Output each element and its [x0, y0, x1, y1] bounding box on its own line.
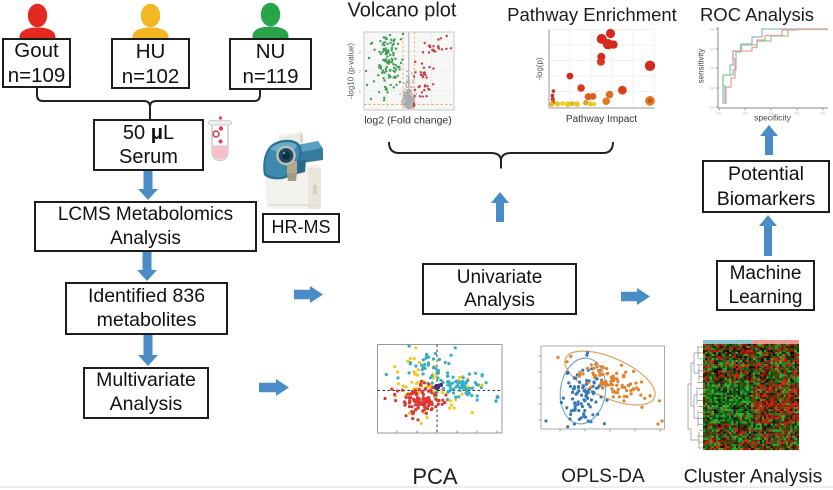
- svg-text:0.0: 0.0: [710, 48, 715, 52]
- svg-text:specificity: specificity: [754, 113, 792, 123]
- svg-text:log2 (Fold change): log2 (Fold change): [364, 115, 452, 127]
- svg-text:0.0: 0.0: [710, 67, 715, 71]
- svg-text:-log(p): -log(p): [536, 57, 544, 80]
- svg-text:2: 2: [359, 50, 362, 55]
- svg-text:-log10 (p-value): -log10 (p-value): [347, 43, 356, 99]
- svg-text:0.0: 0.0: [710, 87, 715, 91]
- svg-text:0.0: 0.0: [795, 112, 800, 116]
- svg-text:0.0: 0.0: [710, 28, 715, 32]
- svg-text:0.0: 0.0: [743, 112, 748, 116]
- svg-text:2: 2: [359, 89, 362, 94]
- svg-text:2: 2: [359, 69, 362, 74]
- svg-text:0.0: 0.0: [717, 112, 722, 116]
- svg-text:Pathway Impact: Pathway Impact: [566, 114, 637, 125]
- svg-text:0.0: 0.0: [821, 112, 826, 116]
- svg-text:0.0: 0.0: [769, 112, 774, 116]
- svg-text:0.0: 0.0: [710, 106, 715, 110]
- svg-text:sensitivity: sensitivity: [697, 49, 706, 84]
